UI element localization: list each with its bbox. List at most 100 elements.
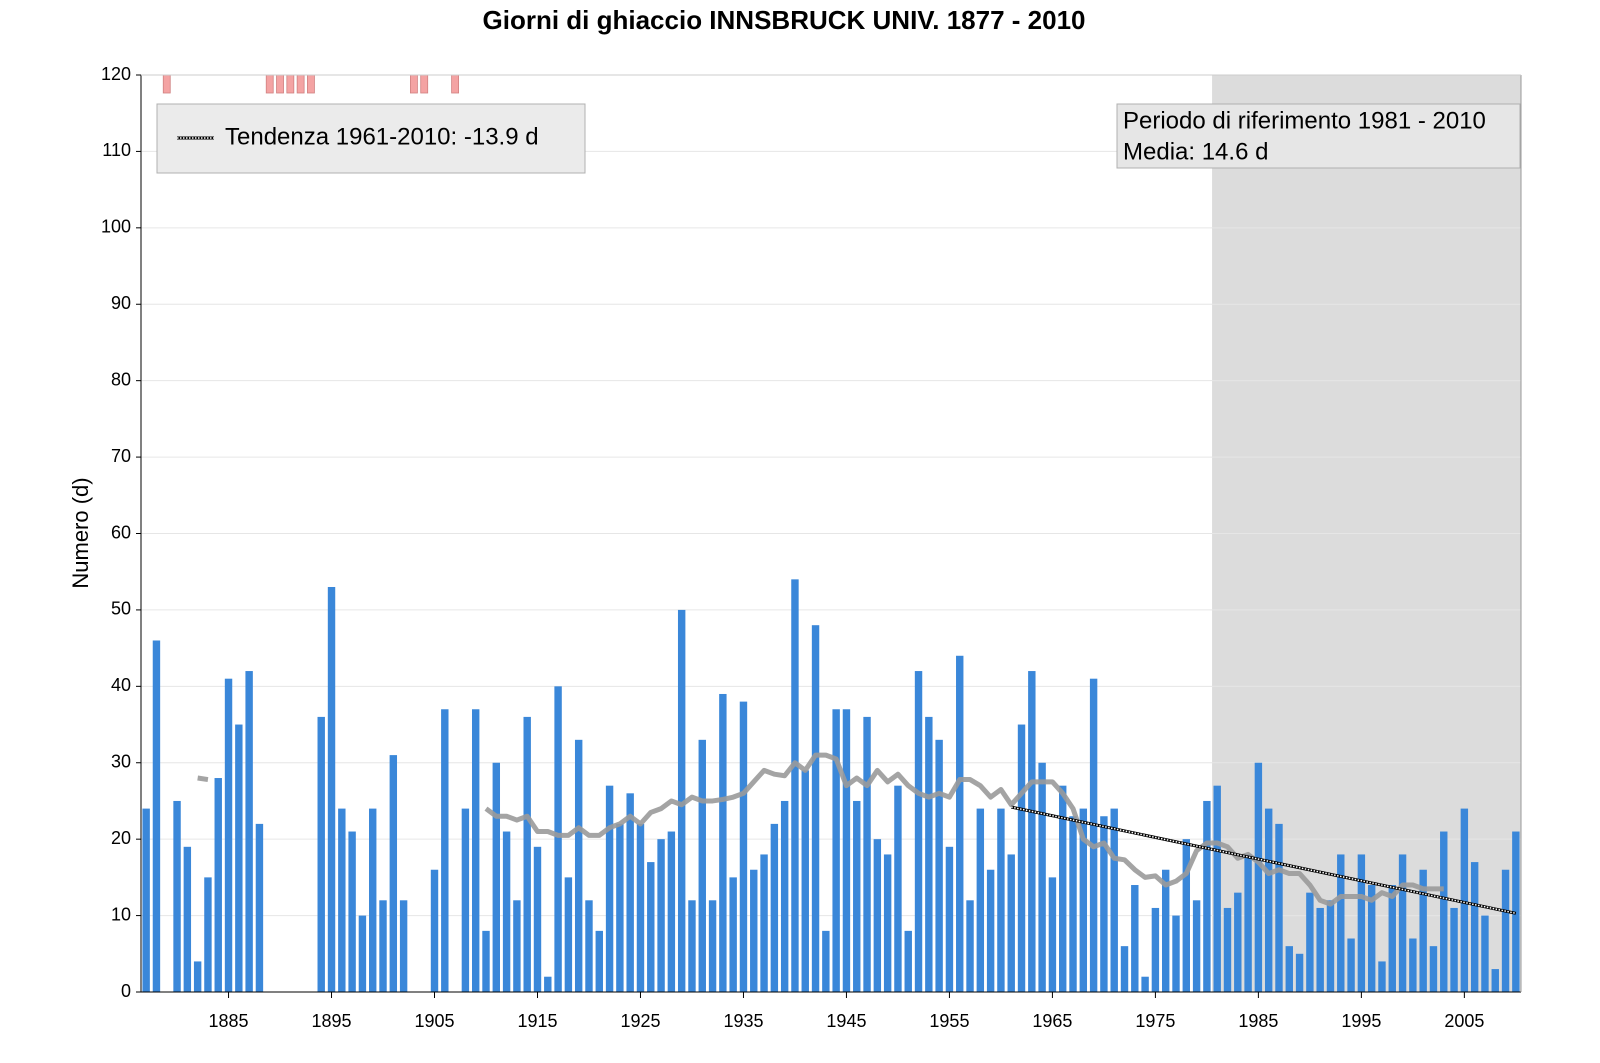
bar	[1429, 946, 1438, 992]
bar	[1264, 808, 1273, 992]
bar	[204, 877, 212, 992]
x-tick-label: 1885	[209, 1011, 249, 1031]
bar	[461, 808, 470, 992]
bar	[554, 686, 562, 992]
y-tick-label: 50	[111, 599, 131, 619]
x-tick-label: 1935	[723, 1011, 763, 1031]
bar	[647, 862, 655, 992]
bar	[1079, 808, 1088, 992]
y-tick-label: 100	[101, 217, 131, 237]
x-tick-label: 1985	[1238, 1011, 1278, 1031]
bar	[616, 823, 624, 992]
bar	[750, 869, 758, 992]
bar	[1378, 961, 1386, 992]
bar	[471, 709, 480, 992]
bar	[389, 755, 398, 992]
missing-year-marker	[307, 74, 315, 94]
bar	[997, 808, 1005, 992]
bar	[235, 724, 243, 992]
bar	[1306, 892, 1314, 992]
bar	[708, 900, 717, 992]
bar	[1120, 946, 1129, 992]
missing-year-marker	[420, 74, 429, 94]
bar	[1244, 854, 1252, 992]
y-tick-label: 70	[111, 446, 131, 466]
bar	[935, 739, 943, 992]
bar	[1357, 854, 1366, 992]
bar	[1388, 885, 1396, 992]
y-tick-label: 80	[111, 369, 131, 389]
x-tick-label: 1965	[1032, 1011, 1072, 1031]
bar	[739, 701, 748, 992]
bar	[760, 854, 768, 992]
bar	[1048, 877, 1057, 992]
bar	[255, 823, 264, 992]
bar	[142, 808, 150, 992]
bar	[399, 900, 408, 992]
missing-year-marker	[265, 74, 274, 94]
bar	[214, 778, 222, 992]
y-tick-label: 60	[111, 522, 131, 542]
bar	[1213, 785, 1221, 992]
bar	[1131, 885, 1139, 992]
bar	[358, 915, 367, 992]
y-tick-label: 30	[111, 752, 131, 772]
bar	[564, 877, 573, 992]
bar	[1470, 862, 1479, 992]
bar	[595, 930, 603, 992]
x-tick-label: 1905	[414, 1011, 454, 1031]
bar	[1419, 869, 1427, 992]
bar	[492, 762, 501, 992]
bar	[1501, 869, 1510, 992]
bar	[925, 716, 933, 992]
bar	[811, 625, 820, 992]
y-tick-label: 120	[101, 64, 131, 84]
bar	[1100, 816, 1108, 992]
bar	[822, 930, 830, 992]
bar	[1110, 808, 1118, 992]
bar	[338, 808, 346, 992]
x-tick-label: 1955	[929, 1011, 969, 1031]
x-tick-label: 2005	[1444, 1011, 1484, 1031]
bar	[502, 831, 511, 992]
bar	[1007, 854, 1015, 992]
bar	[873, 839, 882, 992]
trend-line-dots	[1011, 806, 1517, 915]
plot-layer: 0 10 20 30 40 50 60 70 80 90 100 110 120 1885 1895 1905…	[101, 64, 1522, 1031]
bar	[780, 800, 789, 992]
bar	[1285, 946, 1293, 992]
bar	[224, 678, 233, 992]
bar	[883, 854, 892, 992]
bar	[379, 900, 387, 992]
bar	[1069, 816, 1077, 992]
x-tick-label: 1945	[826, 1011, 866, 1031]
bar	[317, 716, 325, 992]
reference-text: Media: 14.6 d	[1123, 138, 1268, 165]
bar	[1141, 976, 1149, 992]
bar	[791, 579, 799, 992]
bar	[842, 709, 851, 992]
bar	[1275, 823, 1283, 992]
bar	[193, 961, 202, 992]
bar	[574, 739, 583, 992]
bar	[853, 800, 861, 992]
bar	[677, 609, 686, 992]
bar	[1409, 938, 1417, 992]
bar	[719, 693, 727, 992]
bar	[173, 800, 181, 992]
x-tick-label: 1915	[517, 1011, 557, 1031]
bar	[348, 831, 356, 992]
bar	[1440, 831, 1448, 992]
y-tick-label: 90	[111, 293, 131, 313]
bar	[966, 900, 974, 992]
missing-year-marker	[162, 74, 171, 94]
bar	[1017, 724, 1026, 992]
bar	[585, 900, 593, 992]
bar	[1059, 785, 1067, 992]
bar	[1172, 915, 1180, 992]
bar	[698, 739, 706, 992]
bar	[1398, 854, 1407, 992]
x-tick-label: 1995	[1341, 1011, 1381, 1031]
legend-label: Tendenza 1961-2010: -13.9 d	[225, 123, 539, 150]
